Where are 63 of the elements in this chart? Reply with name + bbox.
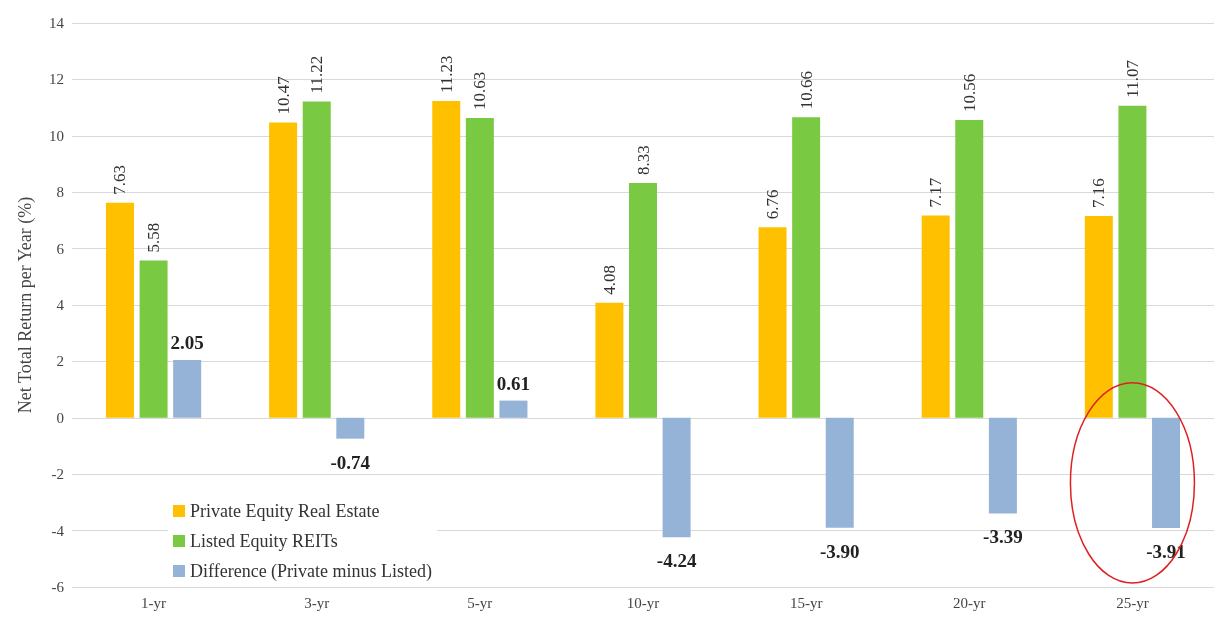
data-label: -3.39 (983, 526, 1023, 548)
x-tick-label: 1-yr (141, 594, 167, 611)
data-label: -0.74 (330, 451, 371, 473)
x-tick-label: 10-yr (626, 594, 660, 611)
y-tick-label: 2 (56, 353, 64, 370)
data-label: 11.07 (1122, 59, 1142, 98)
legend-label: Private Equity Real Estate (190, 501, 380, 521)
y-tick-label: 14 (49, 15, 65, 31)
data-label: 11.22 (307, 55, 327, 94)
data-label: 7.17 (926, 177, 946, 208)
bar (1118, 105, 1147, 418)
bar (758, 227, 787, 418)
bar (955, 120, 984, 418)
bar (173, 359, 202, 418)
data-label: -3.90 (819, 540, 860, 562)
x-tick-label: 15-yr (789, 594, 823, 611)
data-label: 5.58 (144, 222, 164, 253)
x-tick-label: 5-yr (467, 594, 493, 611)
data-label: 4.08 (599, 264, 619, 295)
bar (302, 101, 331, 418)
data-label: 6.76 (763, 189, 783, 220)
data-label: 0.61 (496, 372, 531, 394)
bar (465, 118, 494, 418)
bar (336, 417, 365, 439)
bar (139, 260, 168, 418)
bar (662, 417, 691, 538)
legend-label: Listed Equity REITs (190, 531, 338, 551)
bar (921, 215, 950, 418)
bar (792, 117, 821, 418)
y-tick-label: -6 (51, 579, 65, 595)
data-label: 10.47 (273, 75, 293, 115)
y-tick-label: -2 (51, 466, 64, 483)
data-label: 10.66 (796, 70, 816, 110)
data-label: 7.63 (110, 164, 130, 195)
y-tick-label: 4 (56, 297, 65, 313)
y-tick-label: 6 (56, 240, 65, 257)
bar (1152, 417, 1181, 529)
y-axis-title: Net Total Return per Year (%) (15, 196, 36, 414)
bar (629, 182, 657, 418)
bar (988, 417, 1017, 514)
bar (825, 417, 854, 528)
bar (1084, 215, 1113, 418)
x-tick-label: 25-yr (1116, 594, 1149, 611)
bar (432, 101, 461, 418)
data-label: 8.33 (633, 145, 653, 175)
bar (105, 202, 134, 418)
data-label: 2.05 (170, 331, 204, 353)
data-label: 11.23 (436, 55, 456, 94)
y-tick-label: 8 (56, 184, 64, 201)
data-label: 10.56 (959, 73, 979, 113)
data-label: 10.63 (470, 71, 490, 111)
legend-label: Difference (Private minus Listed) (190, 561, 433, 582)
y-tick-label: 12 (49, 71, 64, 88)
x-tick-label: 20-yr (953, 594, 986, 611)
y-tick-label: -4 (51, 522, 65, 539)
data-label: 7.16 (1089, 178, 1109, 208)
x-tick-label: 3-yr (304, 594, 330, 611)
data-label: -4.24 (656, 550, 697, 572)
bar (595, 302, 624, 418)
y-tick-label: 0 (56, 409, 64, 426)
bar (499, 400, 528, 418)
y-tick-label: 10 (49, 127, 64, 144)
bar (269, 122, 298, 418)
